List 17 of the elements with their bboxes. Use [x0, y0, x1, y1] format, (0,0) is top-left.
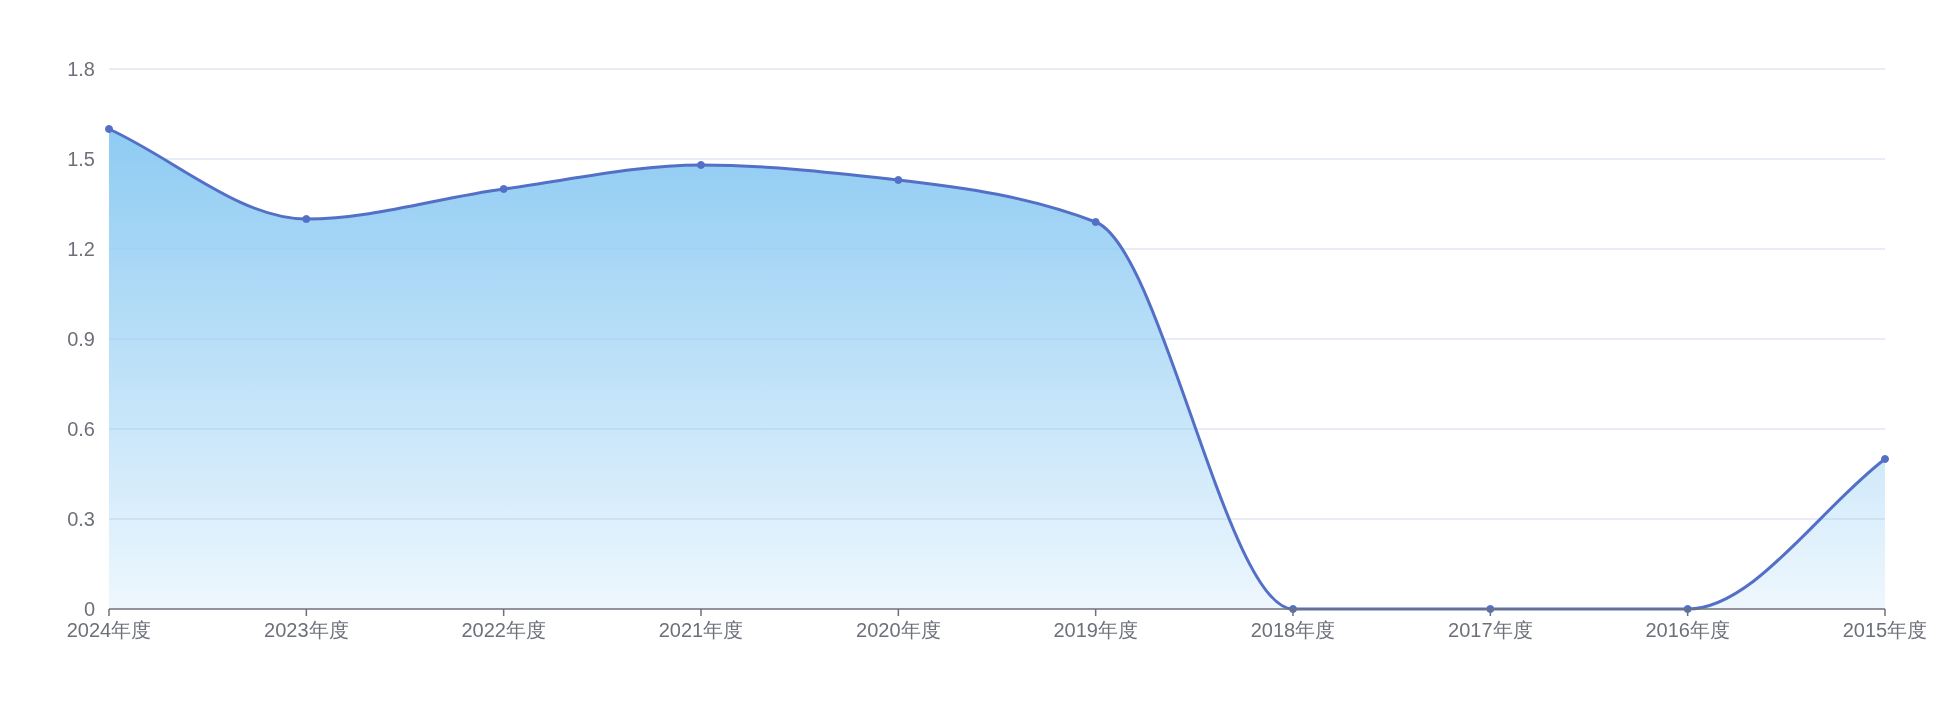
y-tick-label: 0.6 — [67, 418, 95, 440]
x-tick-label: 2021年度 — [658, 619, 744, 641]
x-tick-label: 2018年度 — [1250, 619, 1336, 641]
y-tick-label: 1.8 — [67, 58, 95, 80]
x-tick-label: 2015年度 — [1842, 619, 1928, 641]
y-tick-label: 1.5 — [67, 148, 95, 170]
y-tick-label: 1.2 — [67, 238, 95, 260]
x-tick-label: 2020年度 — [856, 619, 941, 641]
x-tick-label: 2016年度 — [1645, 619, 1730, 641]
x-tick-label: 2017年度 — [1448, 619, 1533, 641]
x-tick-label: 2022年度 — [461, 619, 546, 641]
x-tick-label: 2023年度 — [264, 619, 349, 641]
y-tick-label: 0.3 — [67, 508, 95, 530]
y-tick-label: 0.9 — [67, 328, 95, 350]
y-tick-label: 0 — [83, 598, 95, 620]
x-tick-label: 2024年度 — [66, 619, 152, 641]
x-tick-label: 2019年度 — [1053, 619, 1138, 641]
